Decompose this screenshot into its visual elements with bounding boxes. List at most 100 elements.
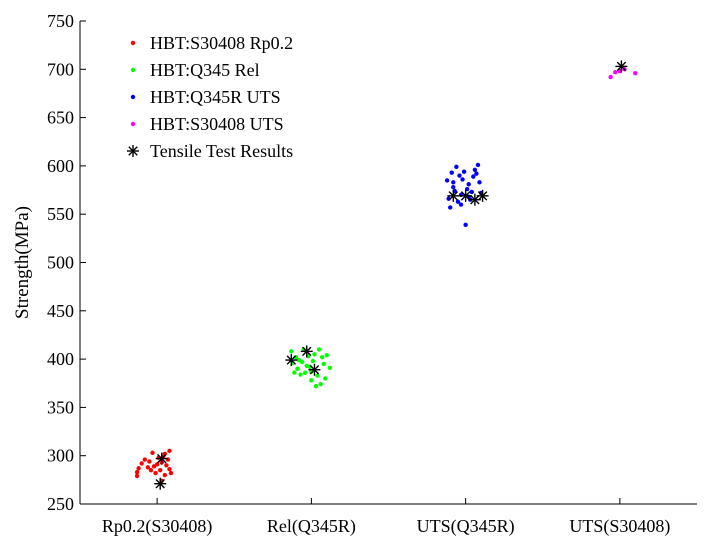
data-point xyxy=(167,448,172,454)
y-tick-label: 250 xyxy=(47,494,74,514)
data-point xyxy=(324,353,329,358)
data-point xyxy=(318,382,323,387)
data-point xyxy=(471,174,476,179)
data-point xyxy=(298,372,303,377)
data-point xyxy=(158,467,163,473)
data-point xyxy=(150,450,155,456)
asterisk-stroke xyxy=(460,191,471,201)
y-tick-label: 600 xyxy=(47,156,74,176)
data-point xyxy=(461,169,467,174)
asterisk-stroke xyxy=(128,146,138,156)
data-point xyxy=(455,199,461,204)
data-point xyxy=(474,171,479,176)
data-point xyxy=(162,472,168,478)
data-point xyxy=(136,466,141,471)
data-point xyxy=(153,470,158,476)
data-point xyxy=(139,461,144,466)
asterisk-stroke xyxy=(157,453,167,464)
data-point-asterisk xyxy=(615,60,628,73)
data-point-asterisk xyxy=(476,189,489,202)
y-tick-label: 350 xyxy=(47,397,74,417)
asterisk-stroke xyxy=(616,61,627,72)
data-point xyxy=(164,463,169,468)
data-point xyxy=(145,465,151,470)
data-point xyxy=(469,189,474,195)
y-tick-label: 500 xyxy=(47,253,74,273)
legend-item-4: Tensile Test Results xyxy=(127,141,293,161)
series-0 xyxy=(134,448,174,484)
data-point xyxy=(466,182,471,187)
data-point xyxy=(309,369,314,374)
data-point xyxy=(301,347,306,352)
y-tick-label: 450 xyxy=(47,301,74,321)
legend-marker xyxy=(130,94,136,100)
data-point-asterisk xyxy=(300,345,313,358)
data-point xyxy=(460,177,465,182)
y-tick-label: 700 xyxy=(47,59,74,79)
legend-label: HBT:S30408 UTS xyxy=(150,114,284,134)
data-point xyxy=(313,383,319,389)
y-tick-label: 750 xyxy=(47,11,74,31)
data-point xyxy=(148,467,154,473)
chart-marks xyxy=(134,60,638,490)
legend-marker xyxy=(130,121,136,127)
data-point-asterisk xyxy=(308,363,321,376)
data-point xyxy=(448,205,453,210)
y-tick-label: 550 xyxy=(47,204,74,224)
data-point xyxy=(475,162,481,168)
data-point-asterisk xyxy=(447,189,460,202)
y-axis-title: Strength(MPa) xyxy=(12,206,33,319)
data-point xyxy=(477,180,482,185)
data-point xyxy=(310,358,316,364)
data-point xyxy=(319,354,325,360)
data-point xyxy=(472,167,478,172)
legend-item-1: HBT:Q345 Rel xyxy=(130,60,260,80)
y-tick-label: 300 xyxy=(47,446,74,466)
data-point xyxy=(167,467,172,472)
data-point xyxy=(444,178,450,183)
asterisk-stroke xyxy=(155,478,165,489)
data-point xyxy=(321,361,326,367)
legend-marker xyxy=(130,40,136,46)
x-tick-label: UTS(Q345R) xyxy=(417,516,515,537)
asterisk-stroke xyxy=(302,346,312,357)
data-point xyxy=(292,370,297,375)
data-point-asterisk xyxy=(459,189,472,202)
data-point xyxy=(168,470,174,476)
legend-item-3: HBT:S30408 UTS xyxy=(130,114,284,134)
data-point-asterisk xyxy=(154,477,167,490)
data-point xyxy=(134,469,140,475)
data-point xyxy=(315,373,320,378)
data-point xyxy=(451,184,456,190)
y-tick-label: 650 xyxy=(47,108,74,128)
asterisk-stroke xyxy=(470,194,480,205)
legend: HBT:S30408 Rp0.2 HBT:Q345 Rel HBT:Q345R UT… xyxy=(127,33,293,161)
legend-item-2: HBT:Q345R UTS xyxy=(130,87,281,107)
axes: 250 300 350 400 450 500 550 600 650 700 750 Rp0.2(S… xyxy=(12,11,697,537)
data-point xyxy=(154,462,160,467)
data-point xyxy=(312,352,317,357)
asterisk-stroke xyxy=(448,191,459,201)
data-point xyxy=(303,370,308,375)
data-point xyxy=(463,222,468,228)
legend-label: HBT:Q345 Rel xyxy=(150,60,260,80)
data-point xyxy=(451,180,456,185)
data-point xyxy=(449,170,454,175)
data-point xyxy=(309,378,314,383)
asterisk-stroke xyxy=(477,191,488,201)
legend-label: HBT:S30408 Rp0.2 xyxy=(150,33,293,53)
y-tick-label: 400 xyxy=(47,349,74,369)
data-point xyxy=(289,349,294,354)
series-1 xyxy=(289,347,333,389)
data-point xyxy=(134,473,140,479)
asterisk-stroke xyxy=(309,364,320,375)
data-point xyxy=(142,457,147,462)
data-point xyxy=(295,366,300,371)
data-point xyxy=(613,69,618,75)
data-point-asterisk xyxy=(155,452,168,465)
data-point xyxy=(296,357,302,363)
data-point xyxy=(454,164,459,170)
legend-item-0: HBT:S30408 Rp0.2 xyxy=(130,33,293,53)
data-point xyxy=(327,365,333,370)
